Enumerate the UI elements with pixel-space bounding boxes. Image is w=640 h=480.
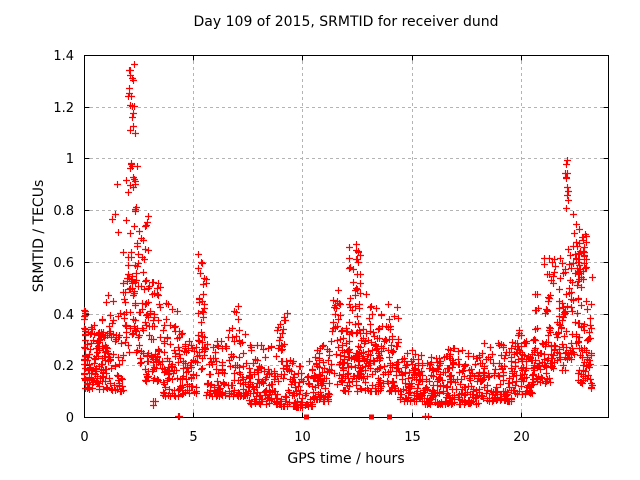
plot-border <box>84 55 609 418</box>
y-axis-title: SRMTID / TECUs <box>31 179 47 293</box>
zero-square-marker <box>304 414 309 420</box>
x-axis-title: GPS time / hours <box>287 451 405 467</box>
y-tick-label: 0 <box>66 411 74 426</box>
x-tick-label: 10 <box>294 430 311 445</box>
chart-title: Day 109 of 2015, SRMTID for receiver dun… <box>193 14 499 30</box>
x-tick-label: 0 <box>80 430 88 445</box>
zero-square-marker <box>387 414 392 420</box>
x-tick-label: 5 <box>189 430 197 445</box>
y-tick-label: 1.4 <box>53 49 74 64</box>
y-tick-label: 0.4 <box>53 308 74 323</box>
y-tick-label: 0.8 <box>53 204 74 219</box>
y-tick-label: 0.2 <box>53 359 74 374</box>
x-tick-label: 15 <box>404 430 421 445</box>
scatter-points <box>81 61 596 420</box>
y-tick-label: 1.2 <box>53 101 74 116</box>
y-tick-label: 0.6 <box>53 256 74 271</box>
x-tick-label: 20 <box>513 430 530 445</box>
zero-square-marker <box>369 414 374 420</box>
y-tick-label: 1 <box>66 152 74 167</box>
